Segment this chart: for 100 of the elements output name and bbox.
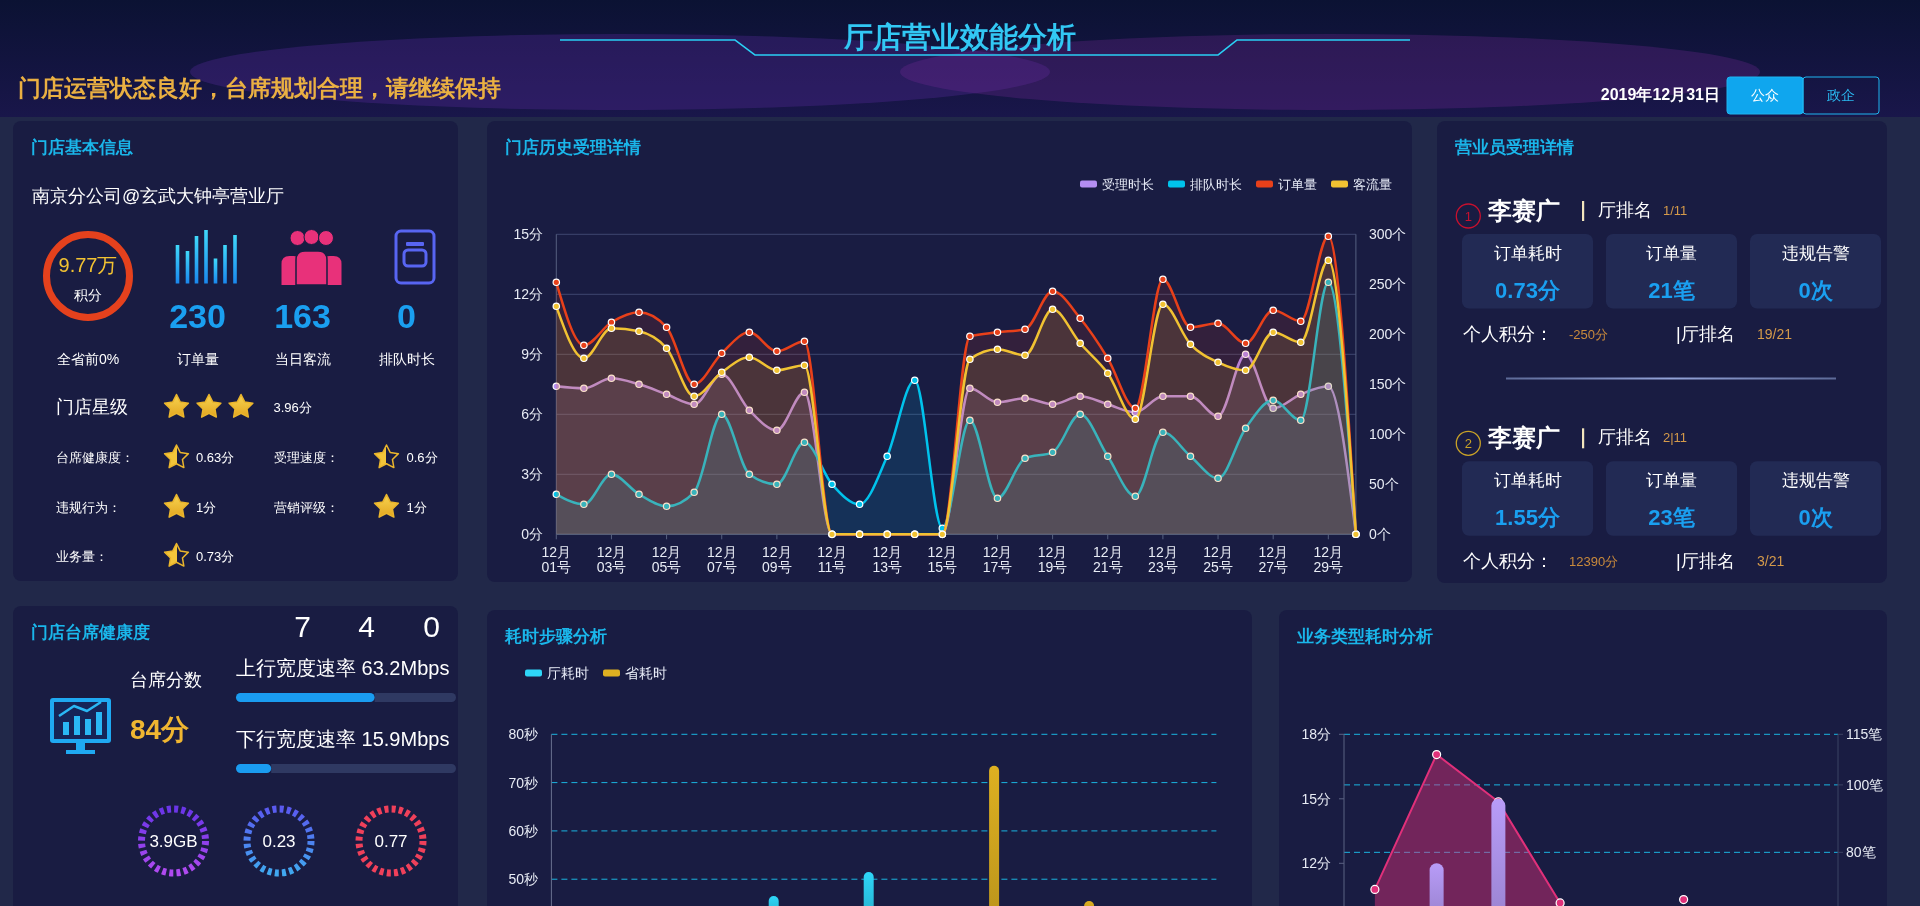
text: 1	[1464, 208, 1472, 224]
point	[1269, 396, 1277, 405]
point	[1296, 338, 1305, 347]
point	[828, 480, 836, 489]
text: 1/11	[1663, 203, 1688, 218]
text: 84分	[130, 714, 191, 745]
point	[773, 366, 781, 375]
text: 23笔	[1648, 505, 1695, 531]
x-tick-label: 12月 25号	[1203, 544, 1233, 575]
y-tick-label: 18分	[1301, 726, 1331, 743]
text: 全省前0%	[56, 351, 120, 367]
point	[552, 382, 561, 391]
point	[1370, 884, 1380, 895]
point	[993, 398, 1002, 407]
point	[1241, 366, 1250, 375]
point	[966, 416, 974, 425]
point	[1324, 256, 1333, 265]
point	[966, 355, 974, 364]
point	[800, 337, 809, 346]
text: 排队时长	[378, 351, 435, 367]
point	[1324, 382, 1333, 391]
x-tick-label: 12月 11号	[817, 544, 847, 575]
point	[1159, 392, 1167, 401]
text: 公众	[1751, 87, 1779, 103]
point	[745, 470, 754, 479]
point	[635, 380, 643, 389]
x-tick-label: 12月 23号	[1148, 544, 1178, 575]
point	[1048, 305, 1057, 314]
x-tick-label: 12月 09号	[762, 544, 792, 575]
point	[1186, 452, 1195, 461]
text: 3.96分	[273, 400, 312, 415]
text: 厅店营业效能分析	[843, 21, 1076, 53]
point	[1241, 424, 1250, 433]
chart-title: 耗时步骤分析	[504, 627, 607, 646]
x-tick-label: 12月 13号	[872, 544, 902, 575]
point	[690, 380, 698, 389]
point	[635, 490, 643, 499]
annotation: 0	[423, 610, 440, 643]
point	[1103, 452, 1112, 461]
y-tick-label: 6分	[521, 406, 543, 423]
y-tick-label: 15分	[1301, 790, 1331, 807]
text: 门店基本信息	[31, 138, 133, 157]
text: 门店台席健康度	[31, 623, 150, 642]
point	[773, 480, 781, 489]
x-tick-label: 12月 01号	[541, 544, 572, 575]
point	[910, 376, 919, 385]
point	[1103, 369, 1112, 378]
y-tick-label: 60秒	[508, 822, 538, 839]
text: 1分	[196, 500, 217, 515]
point	[1048, 400, 1057, 409]
chart-title: 门店历史受理详情	[505, 138, 641, 157]
text: 违规告警	[1781, 244, 1850, 263]
point	[552, 278, 561, 287]
y2-tick-label: 300个	[1369, 226, 1407, 243]
point	[1269, 328, 1277, 337]
y2-tick-label: 115笔	[1846, 726, 1883, 743]
point	[607, 374, 616, 383]
point	[1131, 415, 1140, 424]
text: 业务量：	[56, 549, 108, 564]
point	[773, 347, 781, 356]
chart-title: 业务类型耗时分析	[1296, 627, 1433, 646]
text: 门店星级	[56, 397, 128, 417]
point	[607, 324, 616, 333]
text: 营业员受理详情	[1454, 138, 1574, 157]
point	[717, 349, 726, 358]
point	[1679, 894, 1689, 905]
point	[1324, 232, 1333, 241]
point	[580, 354, 588, 363]
text: 李赛广	[1487, 424, 1560, 452]
point	[745, 353, 754, 362]
text: 订单量	[176, 351, 219, 367]
point	[1076, 392, 1084, 401]
text: 个人积分：	[1463, 551, 1553, 572]
x-tick-label: 12月 15号	[927, 544, 958, 575]
text: 0.63分	[196, 450, 235, 465]
text: 厅排名	[1598, 200, 1652, 220]
point	[1296, 416, 1305, 425]
point	[1076, 339, 1084, 348]
point	[1131, 404, 1140, 413]
y-tick-label: 15分	[513, 226, 543, 243]
text: 0.77	[374, 832, 408, 851]
point	[552, 302, 561, 311]
point	[1131, 492, 1140, 501]
point	[800, 388, 809, 397]
point	[1186, 392, 1195, 401]
point	[1186, 340, 1195, 349]
point	[800, 361, 809, 370]
text: 李赛广	[1487, 197, 1560, 224]
text: -250分	[1569, 327, 1609, 342]
text: 21笔	[1648, 278, 1695, 303]
point	[717, 410, 726, 419]
y2-tick-label: 250个	[1369, 276, 1407, 293]
point	[1021, 394, 1029, 403]
point	[800, 438, 809, 447]
y-tick-label: 80秒	[508, 726, 538, 743]
legend-label: 客流量	[1353, 176, 1392, 192]
legend-label: 厅耗时	[547, 665, 589, 682]
text: 2	[1464, 435, 1472, 451]
point	[1076, 410, 1084, 419]
point	[690, 392, 698, 401]
